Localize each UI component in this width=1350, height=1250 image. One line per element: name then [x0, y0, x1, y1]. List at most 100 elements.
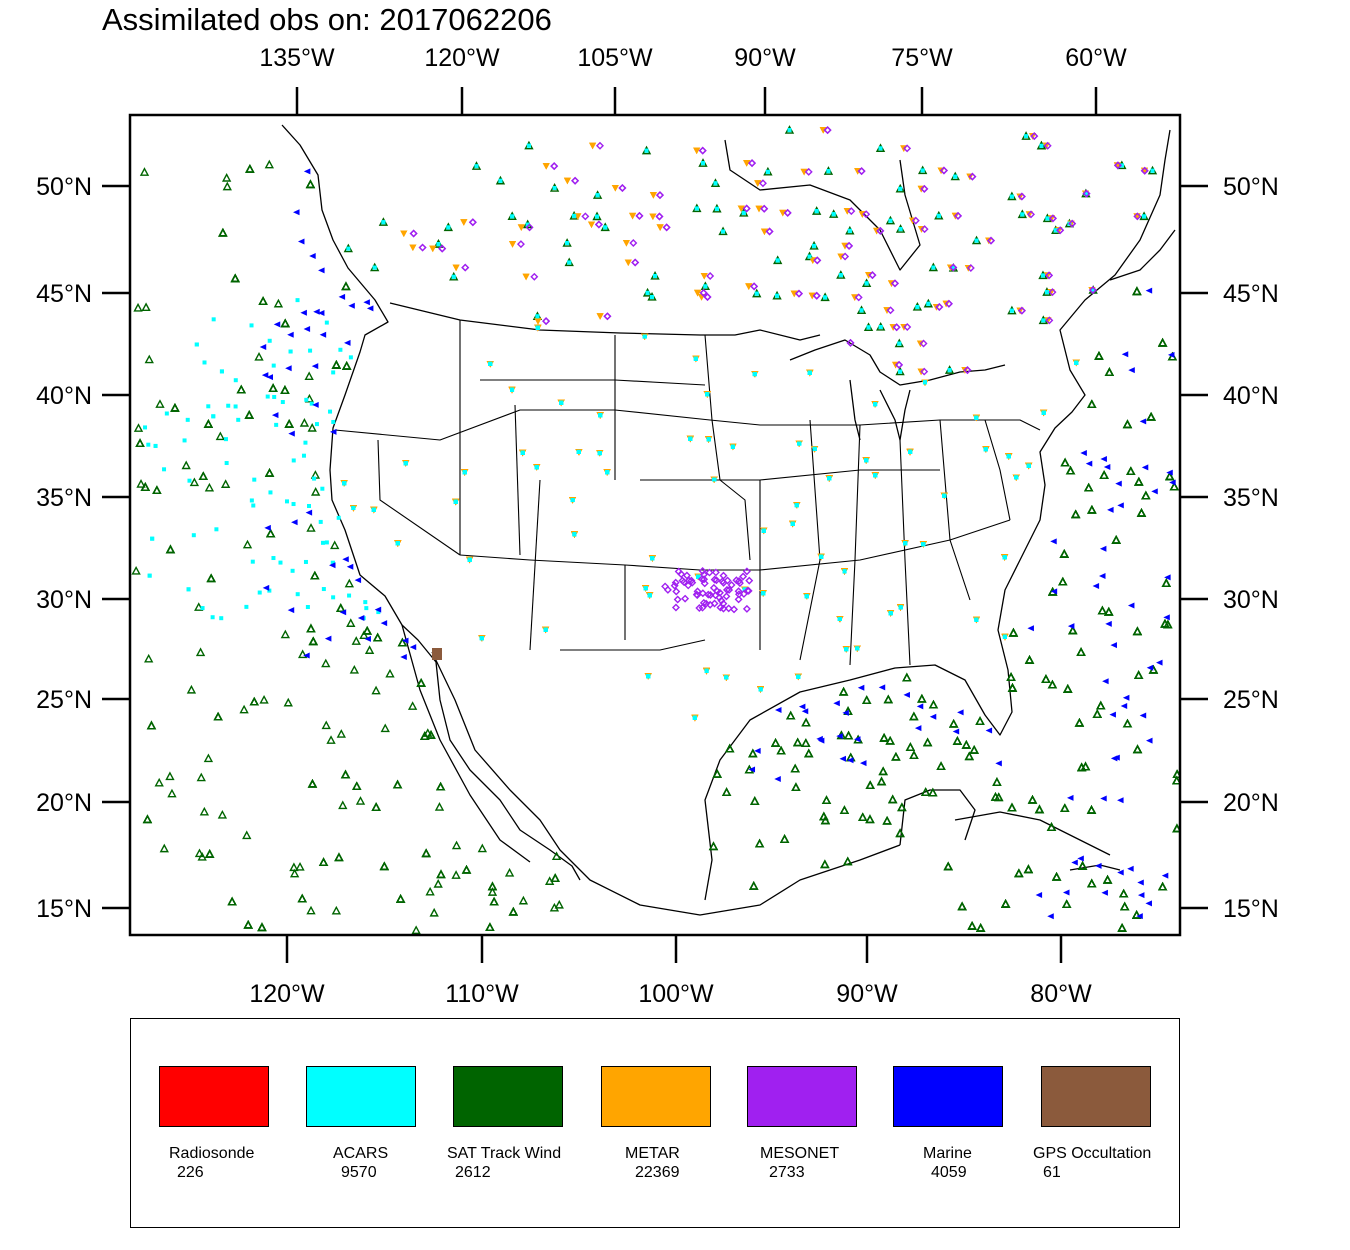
- left-lat-label: 50°N: [36, 173, 92, 201]
- acars-marker: [211, 317, 216, 322]
- sat-track-wind-marker: [1097, 605, 1108, 615]
- marine-marker: [1109, 711, 1116, 718]
- acars-marker: [650, 294, 655, 299]
- mesonet-marker: [703, 292, 712, 301]
- sat-track-wind-marker: [1104, 367, 1115, 376]
- acars-marker: [303, 440, 308, 445]
- state-border: [704, 334, 751, 561]
- sat-track-wind-marker: [936, 761, 946, 771]
- acars-marker: [603, 225, 608, 230]
- sat-track-wind-marker: [1172, 775, 1180, 785]
- mesonet-marker: [783, 208, 792, 217]
- sat-track-wind-marker: [862, 695, 872, 704]
- mesonet-marker: [745, 576, 754, 585]
- acars-marker: [295, 298, 300, 303]
- mesonet-marker: [673, 595, 682, 604]
- sat-track-wind-marker: [1146, 412, 1156, 421]
- acars-marker: [249, 323, 254, 328]
- top-lon-label: 75°W: [891, 44, 953, 72]
- state-border: [939, 419, 971, 601]
- sat-track-wind-marker: [144, 653, 154, 663]
- mesonet-marker: [542, 317, 551, 326]
- mesonet-marker: [794, 289, 803, 298]
- marine-marker: [1050, 538, 1057, 545]
- sat-track-wind-marker: [1068, 625, 1078, 635]
- sat-track-wind-marker: [843, 856, 853, 866]
- marine-marker: [400, 654, 407, 661]
- acars-marker: [346, 246, 351, 251]
- mesonet-marker: [939, 166, 948, 175]
- sat-track-wind-marker: [222, 181, 232, 191]
- metar-marker: [649, 192, 657, 199]
- mesonet-marker: [890, 279, 899, 288]
- legend-swatch-mesonet: [747, 1066, 857, 1127]
- right-lat-label: 50°N: [1223, 173, 1279, 201]
- mesonet-marker: [698, 589, 707, 598]
- acars-marker: [403, 461, 408, 466]
- acars-marker: [351, 505, 356, 510]
- mesonet-marker: [635, 211, 644, 220]
- bottom-lon-label: 120°W: [249, 980, 325, 1008]
- marine-marker: [1139, 418, 1147, 425]
- sat-track-wind-marker: [131, 565, 141, 575]
- sat-track-wind-marker: [203, 419, 214, 428]
- sat-track-wind-marker: [280, 318, 290, 328]
- state-border: [514, 404, 521, 556]
- marine-marker: [914, 725, 922, 732]
- sat-track-wind-marker: [295, 861, 305, 871]
- acars-marker: [306, 503, 311, 508]
- acars-marker: [1041, 410, 1046, 415]
- sat-track-wind-marker: [1076, 647, 1086, 656]
- acars-marker: [942, 493, 947, 498]
- metar-marker: [737, 205, 745, 212]
- marine-marker: [285, 365, 292, 372]
- marine-marker: [842, 709, 849, 716]
- sat-track-wind-marker: [748, 748, 758, 758]
- sat-track-wind-marker: [770, 738, 781, 747]
- sat-track-wind-marker: [344, 578, 355, 588]
- sat-track-wind-marker: [790, 763, 800, 773]
- metar-marker: [1044, 317, 1052, 324]
- marine-marker: [273, 321, 281, 328]
- marine-marker: [303, 168, 311, 175]
- sat-track-wind-marker: [487, 887, 498, 896]
- acars-marker: [915, 304, 920, 309]
- marine-marker: [839, 755, 846, 762]
- acars-marker: [1020, 212, 1025, 217]
- sat-track-wind-marker: [895, 828, 905, 838]
- acars-marker: [1024, 134, 1029, 139]
- legend-name: Radiosonde: [169, 1145, 255, 1162]
- sat-track-wind-marker: [1024, 655, 1035, 664]
- sat-track-wind-marker: [943, 861, 953, 871]
- right-lat-label: 45°N: [1223, 280, 1279, 308]
- acars-marker: [526, 143, 531, 148]
- sat-track-wind-marker: [304, 371, 314, 381]
- sat-track-wind-marker: [196, 772, 206, 782]
- metar-marker: [624, 259, 632, 266]
- mesonet-marker: [525, 223, 534, 232]
- marine-marker: [1127, 865, 1134, 872]
- metar-marker: [517, 224, 525, 231]
- acars-marker: [226, 403, 231, 408]
- acars-marker: [597, 451, 602, 456]
- acars-marker: [983, 447, 988, 452]
- acars-marker: [219, 616, 224, 621]
- legend-box: Radiosonde 226 ACARS 9570 SAT Track Wind 2612…: [130, 1018, 1180, 1228]
- acars-marker: [947, 368, 952, 373]
- sat-track-wind-marker: [1083, 482, 1094, 492]
- state-border: [334, 409, 1041, 441]
- acars-marker: [1041, 318, 1046, 323]
- mesonet-marker: [1030, 132, 1039, 141]
- marine-marker: [1102, 678, 1109, 685]
- sat-track-wind-marker: [1007, 683, 1018, 692]
- acars-marker: [347, 593, 352, 598]
- mesonet-marker: [730, 605, 739, 614]
- sat-track-wind-marker: [297, 893, 307, 903]
- left-lat-label: 20°N: [36, 789, 92, 817]
- acars-marker: [650, 556, 655, 561]
- acars-marker: [146, 442, 151, 447]
- sat-track-wind-marker: [411, 925, 421, 935]
- marine-marker: [309, 253, 316, 260]
- acars-marker: [688, 436, 693, 441]
- acars-marker: [309, 401, 314, 406]
